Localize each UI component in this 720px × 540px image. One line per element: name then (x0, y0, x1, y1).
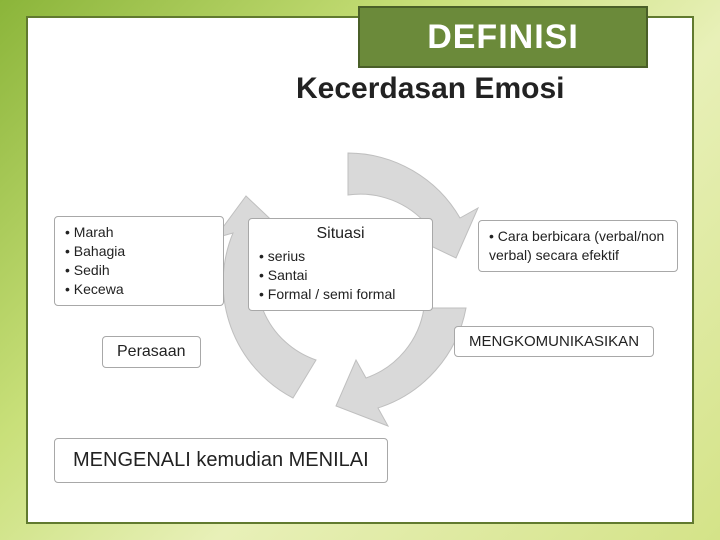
komunikasi-list: Cara berbicara (verbal/non verbal) secar… (489, 227, 667, 265)
bottom-statement: MENGENALI kemudian MENILAI (54, 438, 388, 483)
perasaan-items-box: Marah Bahagia Sedih Kecewa (54, 216, 224, 306)
list-item: Marah (65, 223, 213, 242)
list-item: Cara berbicara (verbal/non verbal) secar… (489, 227, 667, 265)
situasi-list: serius Santai Formal / semi formal (259, 247, 422, 304)
list-item: Santai (259, 266, 422, 285)
situasi-header: Situasi (259, 225, 422, 243)
content-frame: DEFINISI Kecerdasan Emosi Marah Bahagia … (26, 16, 694, 524)
subtitle: Kecerdasan Emosi (296, 72, 564, 106)
list-item: Kecewa (65, 280, 213, 299)
list-item: Formal / semi formal (259, 285, 422, 304)
cycle-arrow-2 (336, 308, 466, 426)
slide-background: DEFINISI Kecerdasan Emosi Marah Bahagia … (0, 0, 720, 540)
mengkomunikasikan-label: MENGKOMUNIKASIKAN (454, 326, 654, 357)
list-item: serius (259, 247, 422, 266)
situasi-box: Situasi serius Santai Formal / semi form… (248, 218, 433, 311)
list-item: Sedih (65, 261, 213, 280)
perasaan-list: Marah Bahagia Sedih Kecewa (65, 223, 213, 299)
perasaan-label: Perasaan (102, 336, 201, 368)
list-item: Bahagia (65, 242, 213, 261)
komunikasi-box: Cara berbicara (verbal/non verbal) secar… (478, 220, 678, 272)
title-text: DEFINISI (427, 18, 579, 57)
title-box: DEFINISI (358, 6, 648, 68)
